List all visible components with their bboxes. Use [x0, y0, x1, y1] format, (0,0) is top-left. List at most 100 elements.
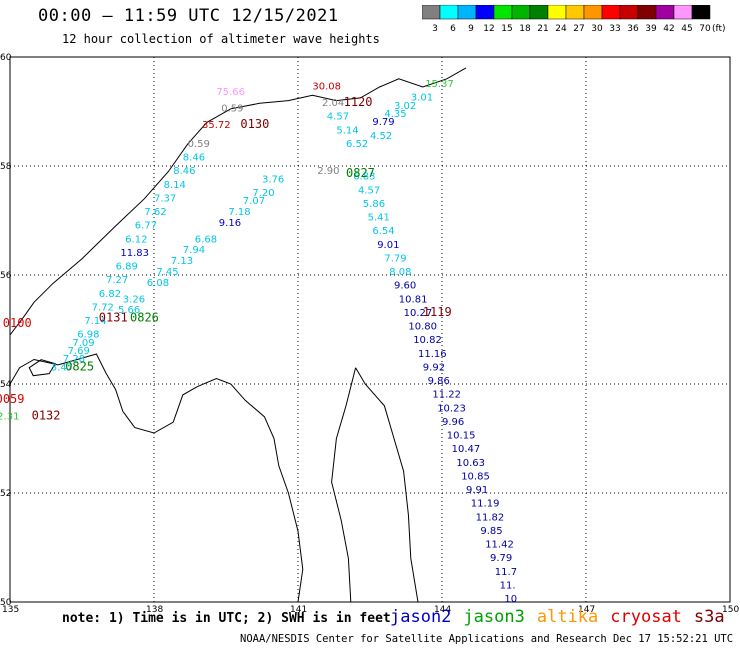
wave-height-value: 6.12: [125, 234, 147, 245]
wave-height-value: 10.80: [408, 322, 437, 333]
wave-height-value: 10.47: [452, 444, 481, 455]
wave-height-value: 3.26: [123, 294, 145, 305]
wave-height-value: 11.82: [476, 512, 505, 523]
wave-height-value: 7.28: [63, 354, 85, 365]
wave-height-value: 9.92: [423, 362, 445, 373]
wave-height-value: 9.85: [480, 526, 502, 537]
pass-time-label: 1120: [344, 95, 373, 109]
pass-time-label: 0132: [32, 408, 61, 422]
wave-height-value: 6.77: [135, 221, 157, 232]
wave-height-value: 9.16: [219, 218, 241, 229]
pass-time-label: 0100: [3, 316, 32, 330]
wave-height-value: 10: [504, 594, 517, 605]
wave-height-value: 0.59: [221, 104, 243, 115]
wave-height-value: 9.60: [394, 281, 416, 292]
pass-time-label: 0825: [65, 359, 94, 373]
colorbar-label: 39: [645, 24, 657, 33]
wave-height-value: 8.08: [389, 267, 411, 278]
colorbar-label: 24: [555, 24, 567, 33]
colorbar-label: 27: [573, 24, 584, 33]
footer-note: note: 1) Time is in UTC; 2) SWH is in fe…: [62, 611, 391, 626]
wave-height-value: 4.57: [358, 185, 380, 196]
wave-height-value: 9.86: [428, 376, 450, 387]
colorbar-label: 70: [699, 24, 711, 33]
wave-height-value: 11.: [500, 580, 516, 591]
latitude-tick-label: 50: [0, 598, 12, 608]
wave-height-value: 6.08: [147, 278, 169, 289]
wave-height-value: 4.35: [384, 109, 406, 120]
satellite-legend: jason2 jason3 altika cryosat s3a: [390, 607, 737, 627]
wave-height-value: 35.72: [202, 120, 231, 131]
legend-item-jason3: jason3: [463, 607, 525, 627]
legend-item-jason2: jason2: [390, 607, 452, 627]
wave-height-value: 7.37: [154, 193, 176, 204]
wave-height-value: 0.59: [188, 139, 210, 150]
legend-item-altika: altika: [536, 607, 599, 627]
colorbar-label: 15: [501, 24, 512, 33]
wave-height-value: 10.81: [399, 294, 428, 305]
wave-height-value: 7.62: [144, 207, 166, 218]
wave-height-value: 11.7: [495, 567, 517, 578]
latitude-tick-label: 58: [0, 162, 12, 172]
wave-height-value: 7.13: [171, 256, 193, 267]
colorbar-label: 45: [681, 24, 692, 33]
legend-item-cryosat: cryosat: [610, 607, 682, 627]
latitude-tick-label: 54: [0, 380, 12, 390]
wave-height-value: 7.27: [106, 275, 128, 286]
footer-credit: NOAA/NESDIS Center for Satellite Applica…: [240, 633, 740, 645]
wave-height-value: 2.04: [322, 98, 344, 109]
wave-height-value: 6.82: [99, 289, 121, 300]
wave-height-value: 11.19: [471, 499, 500, 510]
wave-height-value: 6.83: [353, 172, 375, 183]
wave-height-value: 4.52: [370, 131, 392, 142]
latitude-tick-label: 52: [0, 489, 11, 499]
colorbar-label: 30: [591, 24, 603, 33]
wave-height-value: 5.41: [368, 213, 390, 224]
latitude-tick-label: 56: [0, 271, 12, 281]
wave-height-value: 15.37: [425, 79, 454, 90]
colorbar-label: 6: [450, 24, 456, 33]
longitude-tick-label: 147: [578, 605, 595, 615]
wave-height-value: 9.91: [466, 485, 488, 496]
pass-time-label: 1119: [423, 305, 452, 319]
colorbar-label: 18: [519, 24, 531, 33]
colorbar-label: 21: [537, 24, 548, 33]
wave-height-value: 7.72: [92, 302, 114, 313]
wave-height-value: 9.01: [377, 240, 399, 251]
wave-height-value: 7.79: [384, 253, 406, 264]
wave-height-value: 3.02: [394, 101, 416, 112]
latitude-tick-label: 60: [0, 53, 12, 63]
wave-height-value: 30.08: [312, 82, 341, 93]
longitude-tick-label: 138: [146, 605, 163, 615]
wave-height-value: 12.31: [0, 411, 19, 422]
sakhalin-island: [331, 367, 419, 603]
colorbar-label: 3: [432, 24, 438, 33]
wave-height-value: 3.01: [411, 93, 433, 104]
wave-height-value: 7.94: [183, 245, 205, 256]
map-subtitle: 12 hour collection of altimeter wave hei…: [62, 32, 380, 46]
wave-height-value: 7.18: [228, 207, 250, 218]
colorbar-unit: (ft): [712, 24, 726, 33]
wave-height-value: 75.66: [216, 87, 245, 98]
colorbar-label: 42: [663, 24, 674, 33]
wave-height-value: 7.20: [252, 188, 274, 199]
wave-height-value: 8.14: [164, 180, 186, 191]
wave-height-value: 10.85: [461, 471, 490, 482]
colorbar-label: 12: [483, 24, 494, 33]
wave-height-value: 7.45: [156, 267, 178, 278]
wave-height-value: 10.27: [404, 308, 433, 319]
wave-height-value: 4.57: [327, 112, 349, 123]
longitude-tick-label: 150: [722, 605, 739, 615]
mainland-coastline: [9, 67, 467, 336]
wave-height-value: 6.89: [116, 262, 138, 273]
wave-height-value: 9.96: [442, 417, 464, 428]
pass-time-label: 0131: [99, 310, 128, 324]
map-title: 00:00 – 11:59 UTC 12/15/2021: [38, 6, 339, 26]
colorbar-swatch: [691, 5, 711, 20]
wave-height-value: 11.42: [485, 540, 514, 551]
longitude-tick-label: 144: [434, 605, 451, 615]
wave-height-value: 5.86: [363, 199, 385, 210]
pass-time-label: 0130: [240, 117, 269, 131]
wave-height-colorbar: 3 6 9 12 15 18 21 24 27 30 33 36 39 42 45 70 (ft): [422, 5, 726, 33]
